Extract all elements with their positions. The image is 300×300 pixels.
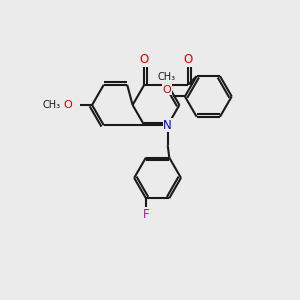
Text: F: F <box>142 208 149 220</box>
Text: O: O <box>162 85 171 95</box>
Text: CH₃: CH₃ <box>43 100 61 110</box>
Text: O: O <box>140 53 149 66</box>
Text: O: O <box>63 100 72 110</box>
Text: CH₃: CH₃ <box>158 72 176 82</box>
Text: N: N <box>163 119 172 132</box>
Text: O: O <box>183 53 193 66</box>
